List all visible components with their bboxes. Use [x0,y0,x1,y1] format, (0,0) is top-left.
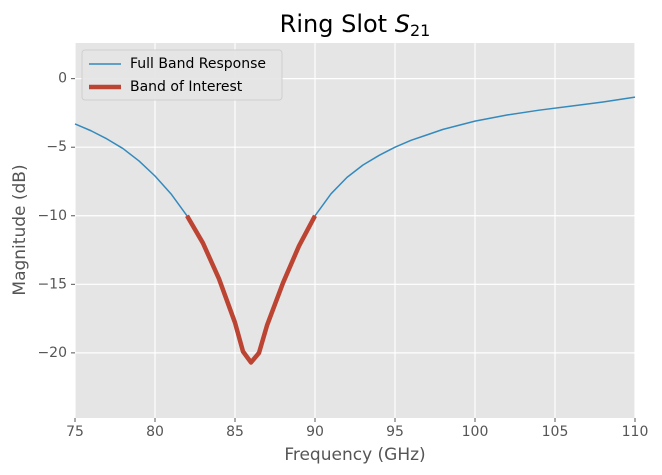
y-tick-label: 0 [58,71,67,87]
x-tick-label: 110 [622,424,649,440]
legend-label: Full Band Response [130,56,266,72]
x-axis-label: Frequency (GHz) [284,445,425,465]
x-tick-label: 100 [462,424,489,440]
line-series [185,214,317,365]
y-tick-label: −20 [37,345,67,361]
x-tick-label: 75 [66,424,84,440]
legend: Full Band Response Band of Interest [81,49,283,101]
legend-box [81,49,283,101]
x-tick-label: 80 [146,424,164,440]
y-axis-label: Magnitude (dB) [10,164,30,295]
plot-background [75,43,635,418]
chart-title: Ring Slot S21 [280,10,431,40]
x-tick-label: 85 [226,424,244,440]
x-tick-label: 105 [542,424,569,440]
legend-label: Band of Interest [130,79,243,95]
x-tick-label: 90 [306,424,324,440]
x-tick-label: 95 [386,424,404,440]
y-tick-label: −15 [37,276,67,292]
y-tick-label: −5 [46,139,67,155]
y-tick-label: −10 [37,208,67,224]
